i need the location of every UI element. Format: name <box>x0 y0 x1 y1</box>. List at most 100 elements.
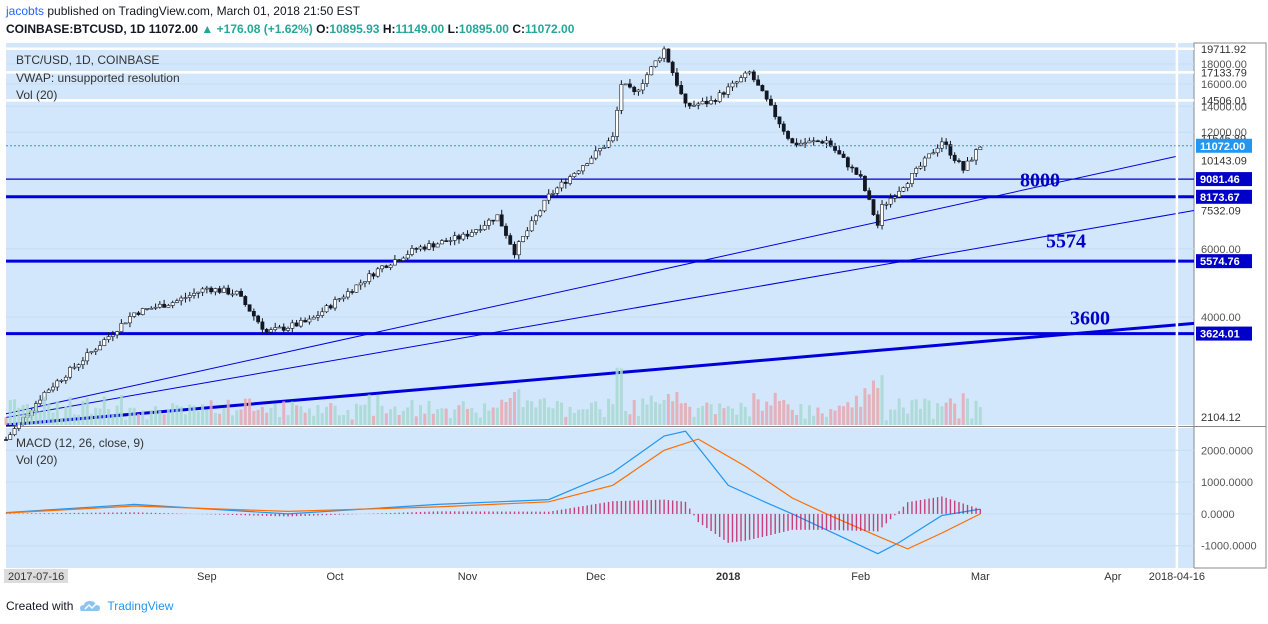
volume-bar <box>132 407 136 425</box>
volume-bar <box>107 409 111 425</box>
candle-body <box>136 312 141 315</box>
candle-body <box>290 322 295 329</box>
candle-body <box>593 150 598 159</box>
candle-body <box>264 329 269 333</box>
volume-bar <box>354 403 358 425</box>
time-tick-label: 2018-04-16 <box>1149 571 1205 583</box>
candle-body <box>110 334 115 337</box>
tradingview-link[interactable]: TradingView <box>107 599 174 613</box>
time-tick-box <box>4 569 68 583</box>
candle-body <box>427 243 431 250</box>
volume-bar <box>572 412 576 425</box>
volume-bar <box>568 406 572 425</box>
candle-body <box>38 399 43 404</box>
candle-body <box>324 305 329 313</box>
time-tick-label: Nov <box>458 571 478 583</box>
candle-body <box>820 141 825 144</box>
volume-bar <box>474 412 478 425</box>
volume-bar <box>372 415 376 425</box>
candle-body <box>628 83 632 88</box>
volume-bar <box>765 401 769 425</box>
candle-body <box>709 100 714 105</box>
candle-body <box>4 439 8 441</box>
candle-body <box>687 102 692 107</box>
candle-body <box>525 230 530 237</box>
volume-bar <box>248 398 252 425</box>
volume-bar <box>931 418 935 425</box>
candle-body <box>957 160 961 162</box>
high-value: 11149.00 <box>395 22 445 36</box>
candle-body <box>833 145 837 151</box>
candle-body <box>606 140 611 148</box>
volume-bar <box>547 407 551 425</box>
level-price-label: 17133.79 <box>1201 67 1247 79</box>
volume-bar <box>222 407 226 425</box>
candle-body <box>320 311 325 316</box>
volume-bar <box>820 413 824 425</box>
legend-vwap[interactable]: VWAP: unsupported resolution <box>16 71 180 85</box>
candle-body <box>478 229 483 231</box>
low-label: L: <box>447 22 459 36</box>
volume-bar <box>8 400 12 425</box>
volume-bar <box>55 401 59 425</box>
volume-bar <box>585 409 589 425</box>
volume-bar <box>239 409 243 425</box>
candle-body <box>717 92 722 102</box>
price-tick-label: 18000.00 <box>1201 59 1247 71</box>
candle-body <box>704 100 709 105</box>
candle-body <box>200 288 205 293</box>
candle-body <box>538 210 543 217</box>
candle-body <box>401 257 406 261</box>
legend-main-title[interactable]: BTC/USD, 1D, COINBASE <box>16 53 160 67</box>
candle-body <box>824 140 829 144</box>
candle-body <box>858 174 863 177</box>
candle-body <box>123 322 128 325</box>
volume-bar <box>701 405 705 425</box>
candle-body <box>700 100 705 105</box>
candle-body <box>474 229 478 233</box>
volume-bar <box>410 399 414 425</box>
price-tick-label: 4000.00 <box>1201 312 1241 324</box>
candle-body <box>234 290 239 295</box>
volume-bar <box>329 403 333 425</box>
candle-body <box>170 302 175 306</box>
volume-bar <box>611 404 615 425</box>
close-label: C: <box>512 22 525 36</box>
volume-bar <box>34 404 38 425</box>
legend-vol[interactable]: Vol (20) <box>16 88 58 102</box>
price-tick-label: 6000.00 <box>1201 244 1241 256</box>
candle-body <box>598 148 602 152</box>
legend-macd-vol[interactable]: Vol (20) <box>16 453 58 467</box>
volume-bar <box>4 417 8 425</box>
volume-bar <box>346 410 350 425</box>
volume-bar <box>692 416 696 425</box>
candle-body <box>845 157 850 168</box>
level-annotation: 3600 <box>1070 307 1110 329</box>
candle-body <box>649 66 654 76</box>
candle-body <box>619 84 624 111</box>
volume-bar <box>790 409 794 425</box>
legend-macd[interactable]: MACD (12, 26, close, 9) <box>16 436 145 450</box>
candle-body <box>375 268 380 277</box>
candle-body <box>734 81 739 84</box>
volume-bar <box>910 400 914 425</box>
volume-bar <box>688 406 692 425</box>
low-value: 10895.00 <box>458 22 509 36</box>
author-link[interactable]: jacobts <box>6 4 45 18</box>
volume-bar <box>649 395 653 425</box>
candle-body <box>115 331 120 336</box>
volume-bar <box>286 415 290 425</box>
volume-bar <box>867 394 871 425</box>
candle-body <box>914 168 919 174</box>
candle-body <box>875 214 880 226</box>
volume-bar <box>316 405 320 425</box>
time-tick-label: Dec <box>586 571 606 583</box>
volume-bar <box>876 388 880 425</box>
candle-body <box>204 287 209 290</box>
time-tick-label: 2018 <box>716 571 740 583</box>
volume-bar <box>51 412 55 425</box>
price-label: 10143.09 <box>1201 156 1247 168</box>
volume-bar <box>312 415 316 425</box>
candle-body <box>68 367 73 378</box>
